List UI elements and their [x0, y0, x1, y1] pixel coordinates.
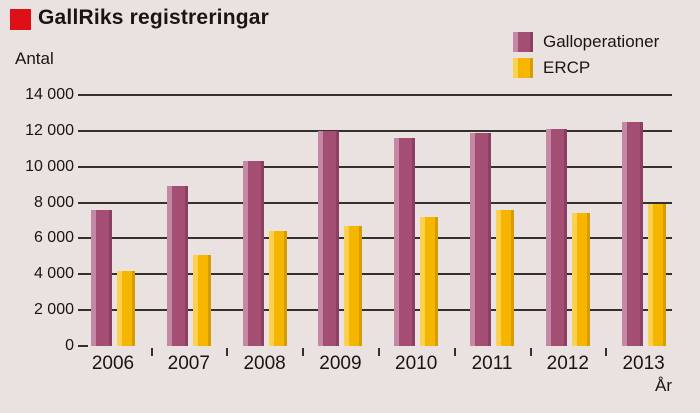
x-tick-2 — [302, 348, 305, 356]
y-tick-label-10000: 10 000 — [25, 157, 74, 175]
bar-galloperationer-2008 — [242, 161, 264, 346]
x-tick-label-2007: 2007 — [167, 353, 210, 374]
x-tick-0 — [150, 348, 153, 356]
bar-galloperationer-2007 — [166, 186, 188, 346]
y-tick-10000 — [78, 165, 88, 168]
y-axis-title: Antal — [15, 49, 54, 68]
x-tick-label-2013: 2013 — [622, 353, 665, 374]
x-tick-5 — [529, 348, 532, 356]
x-tick-label-2006: 2006 — [91, 353, 135, 374]
x-tick-label-2011: 2011 — [471, 353, 513, 374]
gridline-12000 — [88, 129, 672, 132]
gridline-8000 — [88, 201, 672, 204]
y-tick-12000 — [78, 129, 88, 132]
bar-ercp-2006 — [117, 270, 135, 346]
bar-galloperationer-2006 — [91, 209, 112, 346]
legend-item-galloperationer: Galloperationer — [513, 32, 659, 52]
y-tick-label-2000: 2 000 — [33, 301, 74, 319]
bar-galloperationer-2013 — [621, 121, 643, 346]
y-tick-label-12000: 12 000 — [25, 121, 74, 139]
bar-ercp-2008 — [268, 231, 287, 346]
legend-swatch-galloperationer — [513, 32, 533, 52]
y-tick-label-0: 0 — [65, 337, 74, 354]
gridline-14000 — [88, 94, 672, 96]
y-tick-0 — [78, 345, 88, 347]
y-tick-label-6000: 6 000 — [33, 229, 74, 247]
gridline-2000 — [88, 309, 672, 312]
bar-ercp-2012 — [571, 213, 590, 346]
x-axis-title: År — [655, 376, 672, 395]
x-tick-4 — [453, 348, 456, 356]
legend-label-galloperationer: Galloperationer — [543, 32, 660, 51]
bar-galloperationer-2010 — [394, 138, 416, 346]
bar-ercp-2011 — [496, 209, 514, 346]
bar-galloperationer-2012 — [545, 129, 567, 346]
x-tick-label-2010: 2010 — [395, 353, 438, 374]
x-tick-label-2009: 2009 — [319, 353, 362, 374]
y-tick-6000 — [78, 237, 88, 240]
bar-ercp-2007 — [192, 254, 211, 346]
x-tick-label-2012: 2012 — [546, 353, 589, 374]
gridline-6000 — [88, 237, 672, 240]
bar-galloperationer-2009 — [318, 130, 340, 346]
legend-label-ercp: ERCP — [543, 58, 591, 77]
bar-ercp-2013 — [647, 204, 666, 346]
y-tick-8000 — [78, 201, 88, 204]
gridline-10000 — [88, 165, 672, 168]
y-tick-14000 — [78, 94, 88, 96]
chart-title: GallRiks registreringar — [38, 6, 270, 29]
legend-swatch-ercp — [513, 58, 533, 78]
y-tick-label-14000: 14 000 — [25, 86, 74, 103]
bar-ercp-2009 — [344, 225, 363, 346]
y-tick-2000 — [78, 309, 88, 312]
y-tick-label-4000: 4 000 — [33, 265, 74, 283]
bar-ercp-2010 — [420, 216, 439, 346]
x-tick-6 — [605, 348, 608, 356]
y-tick-label-8000: 8 000 — [33, 193, 74, 211]
y-tick-4000 — [78, 273, 88, 276]
bar-galloperationer-2011 — [470, 132, 491, 346]
x-tick-3 — [377, 348, 380, 356]
legend-item-ercp: ERCP — [513, 58, 590, 78]
title-marker-square — [10, 9, 31, 30]
x-tick-label-2008: 2008 — [243, 353, 286, 374]
x-tick-1 — [226, 348, 229, 356]
gridline-4000 — [88, 273, 672, 276]
